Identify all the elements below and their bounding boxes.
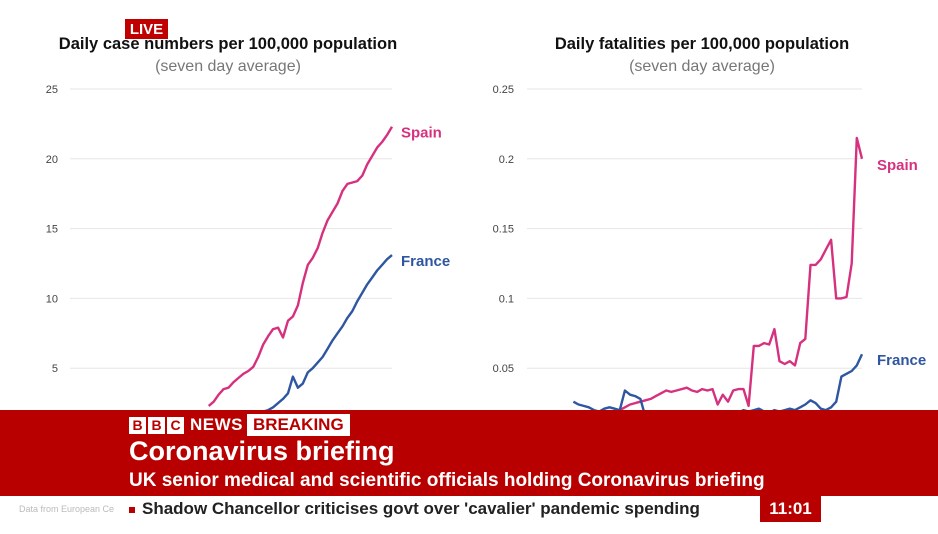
cases-y-tick-label: 15 (46, 224, 58, 236)
fatalities-y-tick-label: 0.15 (493, 224, 514, 236)
cases-y-tick-label: 5 (52, 363, 58, 375)
fatalities-series-label-spain: Spain (877, 157, 918, 174)
fatalities-y-tick-label: 0.05 (493, 363, 514, 375)
fatalities-y-tick-label: 0.2 (499, 154, 514, 166)
bbc-logo-letter: C (167, 416, 184, 434)
cases-series-spain-line (207, 126, 394, 407)
clock: 11:01 (760, 496, 821, 522)
news-label: NEWS (190, 415, 243, 434)
cases-series-label-france: France (401, 253, 450, 270)
breaking-label: BREAKING (247, 414, 350, 436)
cases-series-label-spain: Spain (401, 125, 442, 142)
news-ticker: Data from European Ce Shadow Chancellor … (0, 496, 938, 524)
fatalities-series-label-france: France (877, 352, 926, 369)
ticker-bullet-icon (129, 507, 135, 513)
cases-series-france-line (218, 254, 393, 437)
fatalities-y-tick-label: 0.25 (493, 84, 514, 96)
cases-y-tick-label: 20 (46, 154, 58, 166)
fatalities-y-tick-label: 0.1 (499, 293, 514, 305)
headline: Coronavirus briefing (129, 436, 395, 466)
fatalities-chart-subtitle: (seven day average) (629, 58, 775, 75)
ticker-headline: Shadow Chancellor criticises govt over '… (142, 499, 700, 518)
cases-chart-title: Daily case numbers per 100,000 populatio… (59, 35, 397, 53)
bbc-news-breaking-strap: B B C NEWS BREAKING (129, 414, 350, 436)
live-badge: LIVE (124, 18, 169, 40)
fatalities-chart-title: Daily fatalities per 100,000 population (555, 35, 849, 53)
breaking-news-banner: B B C NEWS BREAKING Coronavirus briefing… (0, 410, 938, 496)
cases-chart-subtitle: (seven day average) (155, 58, 301, 75)
cases-y-tick-label: 25 (46, 84, 58, 96)
cases-chart: Daily case numbers per 100,000 populatio… (46, 35, 450, 437)
subheadline: UK senior medical and scientific officia… (129, 470, 765, 491)
bbc-logo-letter: B (129, 416, 146, 434)
fatalities-series-spain-line (567, 136, 864, 433)
fatalities-chart: Daily fatalities per 100,000 population (… (493, 35, 926, 433)
source-note: Data from European Ce (19, 504, 115, 514)
bbc-logo-letter: B (148, 416, 165, 434)
cases-y-tick-label: 10 (46, 293, 58, 305)
